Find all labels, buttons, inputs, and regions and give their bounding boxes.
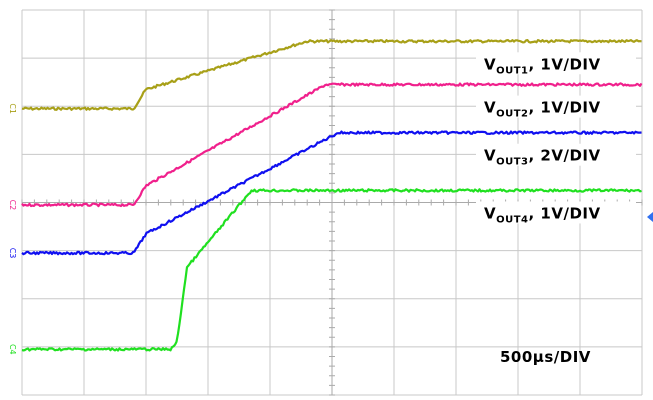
label-scale: , 2V/DIV [529, 147, 601, 165]
label-v: V [484, 204, 496, 222]
label-scale: , 1V/DIV [529, 55, 601, 73]
label-subscript: OUT1 [496, 65, 528, 76]
label-subscript: OUT2 [496, 109, 528, 120]
label-background [476, 201, 636, 224]
label-subscript: OUT3 [496, 157, 528, 168]
label-v: V [484, 147, 496, 165]
label-v: V [484, 55, 496, 73]
label-scale: , 1V/DIV [529, 204, 601, 222]
waveform-traces [21, 39, 643, 352]
label-v: V [484, 99, 496, 117]
trace-vout1 [21, 39, 642, 111]
label-background [476, 95, 636, 118]
channel-markers: C1 C2 C3 C4 [8, 103, 17, 354]
label-vout1: VOUT1, 1V/DIV [484, 55, 601, 76]
channel-marker-c2: C2 [8, 200, 17, 211]
trace-vout4 [21, 188, 642, 352]
label-subscript: OUT4 [496, 214, 528, 225]
trace-vout3 [21, 130, 642, 256]
label-background [476, 143, 636, 166]
label-vout3: VOUT3, 2V/DIV [484, 147, 601, 168]
channel-marker-c4: C4 [8, 344, 17, 355]
trace-vout2 [21, 82, 643, 208]
label-background [476, 52, 636, 75]
label-scale: , 1V/DIV [529, 99, 601, 117]
label-vout4: VOUT4, 1V/DIV [484, 204, 601, 225]
trigger-level-arrow-icon [647, 212, 653, 222]
channel-marker-c1: C1 [8, 103, 17, 114]
timebase-label: 500µs/DIV [500, 348, 591, 366]
label-vout2: VOUT2, 1V/DIV [484, 99, 601, 120]
channel-marker-c3: C3 [8, 248, 17, 259]
